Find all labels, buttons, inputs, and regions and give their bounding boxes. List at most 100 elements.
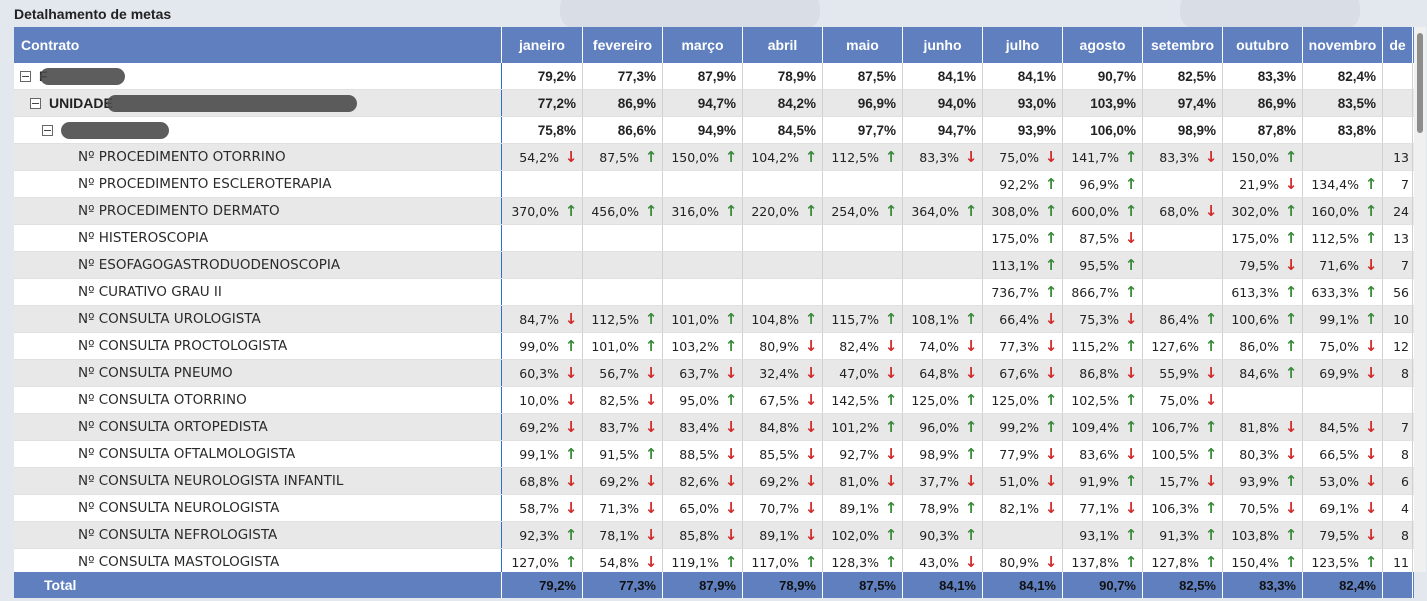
header-month[interactable]: junho (903, 27, 983, 63)
vertical-scrollbar[interactable] (1414, 27, 1426, 572)
value-text: 54,2% (519, 149, 559, 165)
collapse-icon[interactable] (30, 97, 41, 109)
value-text: 92,2% (999, 176, 1039, 192)
value-cell (583, 225, 663, 251)
header-month[interactable]: fevereiro (583, 27, 663, 63)
header-month[interactable]: janeiro (502, 27, 583, 63)
value-cell: 79,5% ↓ (1303, 522, 1383, 548)
hierarchy-row[interactable]: F79,2%77,3%87,9%78,9%87,5%84,1%84,1%90,7… (14, 63, 1414, 90)
value-text: 82,5% (599, 392, 639, 408)
value-cell: 21,9% ↓ (1223, 171, 1303, 197)
table-row[interactable]: Nº PROCEDIMENTO DERMATO 370,0% ↑ 456,0% ↑ 316… (14, 198, 1414, 225)
arrow-down-icon: ↓ (1124, 229, 1138, 247)
table-row[interactable]: Nº CONSULTA NEUROLOGISTA INFANTIL 68,8% ↓ 6… (14, 468, 1414, 495)
value-cell: 43,0% ↓ (903, 549, 983, 575)
value-cell: 85,8% ↓ (663, 522, 743, 548)
table-row[interactable]: Nº ESOFAGOGASTRODUODENOSCOPIA 113,1% ↑ 95,5… (14, 252, 1414, 279)
arrow-down-icon: ↓ (884, 364, 898, 382)
table-row[interactable]: Nº CONSULTA NEUROLOGISTA 58,7% ↓ 71,3% ↓ 65,0… (14, 495, 1414, 522)
value-text: 71,6% (1319, 257, 1359, 273)
value-cell: 71,3% ↓ (583, 495, 663, 521)
hierarchy-row[interactable]: UNIDADE 77,2% 86,9% 94,7% 84,2% 96,9% 94,0% 93,… (14, 90, 1414, 117)
arrow-down-icon: ↓ (1204, 148, 1218, 166)
header-month[interactable]: abril (743, 27, 823, 63)
collapse-icon[interactable] (20, 70, 31, 82)
arrow-up-icon: ↑ (1204, 526, 1218, 544)
hierarchy-row[interactable]: 75,8% 86,6% 94,9% 84,5% 97,7% 94,7% 93,9% 106,0… (14, 117, 1414, 144)
table-row[interactable]: Nº CURATIVO GRAU II 736,7% ↑ 866,7% ↑ 613,3% ↑… (14, 279, 1414, 306)
header-month[interactable]: outubro (1223, 27, 1303, 63)
table-row[interactable]: Nº CONSULTA NEFROLOGISTA 92,3% ↑ 78,1% ↓ 85,8… (14, 522, 1414, 549)
goals-matrix-table[interactable]: Contrato janeiro fevereiro março abril maio ju… (14, 27, 1414, 598)
value-cell: 91,5% ↑ (583, 441, 663, 467)
value-cell: 69,2% ↓ (743, 468, 823, 494)
table-row[interactable]: Nº CONSULTA UROLOGISTA 84,7% ↓ 112,5% ↑ 101,0… (14, 306, 1414, 333)
value-cell: 102,0% ↑ (823, 522, 903, 548)
value-text: 175,0% (991, 230, 1039, 246)
total-label: Total (14, 572, 502, 598)
value-cell: 302,0% ↑ (1223, 198, 1303, 224)
header-month[interactable]: março (663, 27, 743, 63)
table-row[interactable]: Nº CONSULTA ORTOPEDISTA 69,2% ↓ 83,7% ↓ 83,4%… (14, 414, 1414, 441)
value-cell: 141,7% ↑ (1063, 144, 1143, 170)
arrow-up-icon: ↑ (964, 202, 978, 220)
header-contrato[interactable]: Contrato (14, 27, 502, 63)
value-cell (1383, 90, 1413, 116)
arrow-up-icon: ↑ (964, 310, 978, 328)
redacted-text (61, 121, 169, 139)
arrow-down-icon: ↓ (1364, 337, 1378, 355)
arrow-up-icon: ↑ (724, 310, 738, 328)
value-text: 87,5% (599, 149, 639, 165)
value-cell: 11 (1383, 549, 1413, 575)
arrow-down-icon: ↓ (804, 364, 818, 382)
row-label: Nº CONSULTA PNEUMO (14, 360, 502, 386)
value-text: 78,1% (599, 527, 639, 543)
redacted-text (106, 94, 357, 112)
arrow-up-icon: ↑ (644, 148, 658, 166)
collapse-icon[interactable] (42, 124, 53, 136)
value-cell: 74,0% ↓ (903, 333, 983, 359)
value-text: 113,1% (991, 257, 1039, 273)
value-text: 67,5% (759, 392, 799, 408)
header-month[interactable]: agosto (1063, 27, 1143, 63)
value-text: 100,6% (1231, 311, 1279, 327)
value-cell: 128,3% ↑ (823, 549, 903, 575)
arrow-down-icon: ↓ (564, 310, 578, 328)
arrow-up-icon: ↑ (1204, 418, 1218, 436)
value-text: 13 (1393, 149, 1409, 165)
hierarchy-label (14, 117, 502, 143)
table-row[interactable]: Nº HISTEROSCOPIA 175,0% ↑ 87,5% ↓ 175,0% ↑ 112,… (14, 225, 1414, 252)
arrow-down-icon: ↓ (1044, 364, 1058, 382)
header-month[interactable]: julho (983, 27, 1063, 63)
table-row[interactable]: Nº CONSULTA PNEUMO 60,3% ↓ 56,7% ↓ 63,7% ↓ 32,4… (14, 360, 1414, 387)
value-text: 112,5% (1311, 230, 1359, 246)
table-row[interactable]: Nº PROCEDIMENTO OTORRINO 54,2% ↓ 87,5% ↑ 150,… (14, 144, 1414, 171)
value-cell (743, 225, 823, 251)
table-row[interactable]: Nº CONSULTA OFTALMOLOGISTA 99,1% ↑ 91,5% ↑ 88… (14, 441, 1414, 468)
value-cell: 94,0% (903, 90, 983, 116)
value-cell: 150,0% ↑ (663, 144, 743, 170)
arrow-down-icon: ↓ (1044, 445, 1058, 463)
value-text: 32,4% (759, 365, 799, 381)
table-row[interactable]: Nº CONSULTA OTORRINO 10,0% ↓ 82,5% ↓ 95,0% ↑ 67… (14, 387, 1414, 414)
value-cell: 82,5% ↓ (583, 387, 663, 413)
table-row[interactable]: Nº PROCEDIMENTO ESCLEROTERAPIA 92,2% ↑ 96,9… (14, 171, 1414, 198)
table-row[interactable]: Nº CONSULTA PROCTOLOGISTA 99,0% ↑ 101,0% ↑ 10… (14, 333, 1414, 360)
arrow-down-icon: ↓ (964, 364, 978, 382)
scrollbar-thumb[interactable] (1417, 33, 1423, 133)
value-text: 83,4% (679, 419, 719, 435)
arrow-up-icon: ↑ (964, 526, 978, 544)
table-row[interactable]: Nº CONSULTA MASTOLOGISTA 127,0% ↑ 54,8% ↓ 119… (14, 549, 1414, 576)
header-month[interactable]: maio (823, 27, 903, 63)
header-month[interactable]: novembro (1303, 27, 1383, 63)
value-cell (1223, 387, 1303, 413)
value-text: 12 (1393, 338, 1409, 354)
header-month[interactable]: de (1383, 27, 1413, 63)
arrow-up-icon: ↑ (644, 337, 658, 355)
arrow-down-icon: ↓ (1284, 175, 1298, 193)
arrow-down-icon: ↓ (1204, 391, 1218, 409)
value-cell: 101,2% ↑ (823, 414, 903, 440)
arrow-down-icon: ↓ (804, 418, 818, 436)
header-month[interactable]: setembro (1143, 27, 1223, 63)
value-cell: 83,6% ↓ (1063, 441, 1143, 467)
